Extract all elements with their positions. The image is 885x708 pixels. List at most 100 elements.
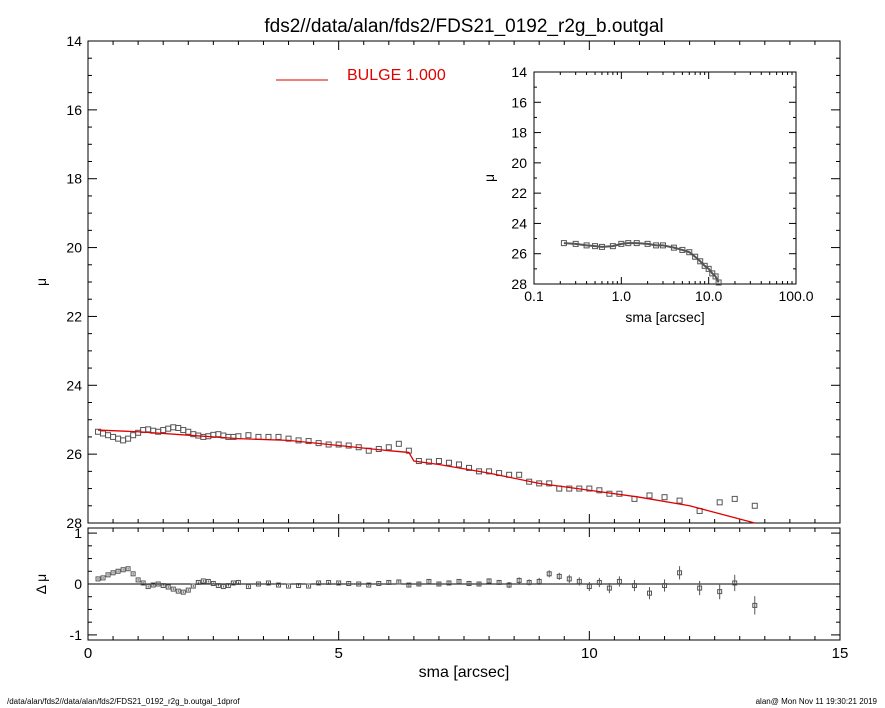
residual-data-point	[516, 577, 522, 583]
main-data-point	[125, 435, 132, 442]
residual-data-point	[255, 581, 261, 587]
inset-x-tick-label: 10.0	[695, 288, 722, 304]
residual-x-tick-label: 0	[84, 645, 92, 662]
main-title: fds2//data/alan/fds2/FDS21_0192_r2g_b.ou…	[264, 16, 663, 37]
inset-y-tick-label: 26	[511, 246, 527, 262]
residual-data-point	[95, 576, 101, 582]
main-y-tick-label: 18	[66, 171, 82, 187]
main-data-point	[455, 461, 462, 468]
main-data-point	[566, 485, 573, 492]
inset-y-tick-label: 20	[511, 155, 527, 171]
residual-data-point	[160, 583, 166, 589]
main-data-point	[180, 427, 187, 434]
main-data-point	[731, 495, 738, 502]
main-data-point	[145, 426, 152, 433]
residual-data-point	[662, 583, 668, 589]
residual-data-point	[732, 580, 738, 586]
main-data-point	[305, 438, 312, 445]
main-data-point	[586, 485, 593, 492]
residual-data-point	[185, 587, 191, 593]
residual-data-point	[576, 578, 582, 584]
residual-y-tick-label: -1	[70, 627, 83, 643]
main-data-point	[160, 427, 167, 434]
residual-data-point	[110, 570, 116, 576]
residual-data-point	[306, 583, 312, 589]
main-data-point	[295, 437, 302, 444]
residual-data-point	[150, 582, 156, 588]
inset-data-point	[705, 265, 712, 272]
inset-x-tick-label: 1.0	[612, 288, 632, 304]
inset-y-axis-label: μ	[481, 174, 497, 182]
main-data-point	[466, 464, 473, 471]
main-data-point	[130, 432, 137, 439]
main-data-point	[676, 497, 683, 504]
inset-data-point	[715, 279, 722, 286]
residual-data-point	[596, 579, 602, 585]
inset-profile-line	[563, 242, 720, 283]
main-data-point	[646, 492, 653, 499]
residual-x-tick-label: 5	[334, 645, 342, 662]
residual-data-point	[496, 579, 502, 585]
residual-data-point	[356, 581, 362, 587]
residual-data-point	[105, 572, 111, 578]
residual-data-point	[215, 583, 221, 589]
inset-y-tick-label: 28	[511, 276, 527, 292]
residual-x-axis-label: sma [arcsec]	[419, 664, 510, 681]
inset-data-point	[660, 242, 667, 249]
residual-data-point	[220, 584, 226, 590]
inset-y-tick-label: 18	[511, 125, 527, 141]
residual-y-axis-label: Δ μ	[33, 574, 49, 595]
main-data-point	[275, 433, 282, 440]
main-fit-line	[97, 429, 755, 524]
residual-data-point	[586, 584, 592, 590]
main-data-point	[120, 437, 127, 444]
main-y-tick-label: 16	[66, 102, 82, 118]
main-data-point	[100, 430, 107, 437]
inset-data-point	[598, 243, 605, 250]
residual-data-point	[170, 586, 176, 592]
main-y-axis-label: μ	[33, 278, 49, 286]
residual-data-point	[631, 583, 637, 589]
residual-data-point	[165, 584, 171, 590]
inset-y-tick-label: 22	[511, 185, 527, 201]
inset-data-point	[592, 243, 599, 250]
inset-data-point	[625, 240, 632, 247]
inset-y-tick-label: 24	[511, 215, 527, 231]
residual-x-tick-label: 15	[832, 645, 849, 662]
main-data-point	[486, 468, 493, 475]
residual-data-point	[235, 579, 241, 585]
inset-data-point	[679, 246, 686, 253]
residual-data-point	[230, 580, 236, 586]
inset-x-axis-label: sma [arcsec]	[625, 309, 704, 325]
residual-data-point	[115, 568, 121, 574]
main-data-point	[661, 494, 668, 501]
residual-data-point	[205, 578, 211, 584]
inset-data-point	[670, 244, 677, 251]
main-data-point	[245, 432, 252, 439]
inset-data-point	[686, 249, 693, 256]
residual-data-point	[566, 576, 572, 582]
inset-x-tick-label: 100.0	[778, 288, 813, 304]
inset-data-point	[644, 240, 651, 247]
residual-data-point	[396, 579, 402, 585]
residual-data-point	[145, 584, 151, 590]
residual-data-point	[416, 581, 422, 587]
inset-data-point	[609, 243, 616, 250]
residual-data-point	[286, 583, 292, 589]
residual-data-point	[135, 577, 141, 583]
inset-data-point	[560, 240, 567, 247]
inset-data-point	[618, 240, 625, 247]
residual-data-point	[210, 580, 216, 586]
residual-data-point	[326, 579, 332, 585]
residual-data-point	[406, 582, 412, 588]
residual-data-point	[155, 581, 161, 587]
main-y-tick-label: 22	[66, 308, 82, 324]
main-data-point	[175, 424, 182, 431]
residual-data-point	[752, 602, 758, 608]
main-data-point	[596, 487, 603, 494]
inset-data-point	[583, 242, 590, 249]
residual-data-point	[120, 567, 126, 573]
main-data-point	[445, 459, 452, 466]
main-data-point	[285, 435, 292, 442]
